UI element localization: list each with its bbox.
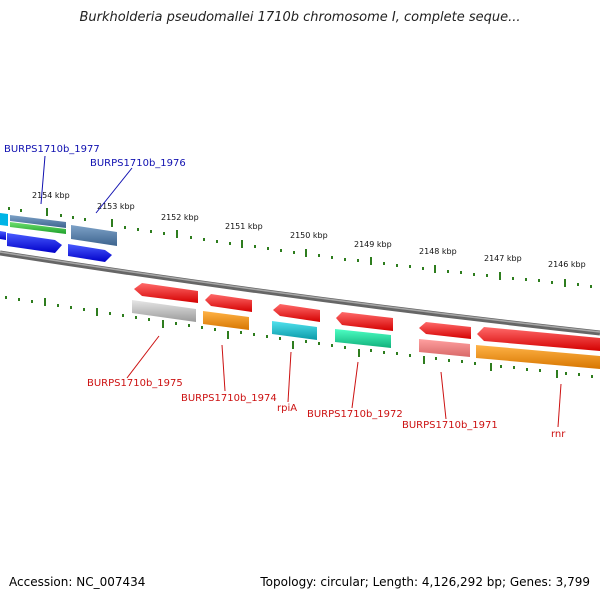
- gene-labels: BURPS1710b_1977 BURPS1710b_1976 BURPS171…: [4, 144, 566, 440]
- gene-feature[interactable]: [477, 327, 600, 351]
- leader-line: [287, 351, 292, 403]
- gene-feature[interactable]: [335, 329, 391, 348]
- gene-feature[interactable]: [68, 244, 112, 262]
- gene-label-top[interactable]: BURPS1710b_1976: [90, 158, 186, 169]
- leader-line: [221, 344, 226, 392]
- gene-label-bottom[interactable]: BURPS1710b_1972: [307, 409, 403, 420]
- map-title: Burkholderia pseudomallei 1710b chromoso…: [79, 10, 521, 25]
- gene-feature[interactable]: [71, 225, 117, 246]
- genome-backbone: [0, 250, 600, 336]
- gene-feature[interactable]: [476, 345, 600, 369]
- gene-feature[interactable]: [273, 304, 320, 322]
- leader-line: [126, 335, 160, 379]
- gene-feature[interactable]: [419, 339, 470, 357]
- gene-feature[interactable]: [336, 312, 393, 331]
- gene-feature[interactable]: [10, 215, 66, 228]
- gene-feature[interactable]: [0, 213, 8, 226]
- features-upper: [0, 213, 117, 262]
- genome-backbone-highlight: [0, 251, 600, 333]
- gene-label-bottom[interactable]: BURPS1710b_1975: [87, 378, 183, 389]
- tick-labels: 2154 kbp 2153 kbp 2152 kbp 2151 kbp 2150…: [32, 191, 586, 269]
- gene-feature[interactable]: [203, 311, 249, 330]
- leader-line: [95, 167, 133, 214]
- gene-label-bottom[interactable]: rnr: [551, 429, 566, 440]
- gene-label-bottom[interactable]: BURPS1710b_1971: [402, 420, 498, 431]
- accession-text: Accession: NC_007434: [9, 575, 146, 589]
- tick-track-lower: [5, 296, 593, 378]
- tick-label: 2153 kbp: [97, 202, 135, 211]
- tick-track-upper: [8, 207, 592, 288]
- genome-summary-text: Topology: circular; Length: 4,126,292 bp…: [260, 575, 590, 589]
- leader-line: [440, 371, 447, 420]
- tick-label: 2152 kbp: [161, 213, 199, 222]
- leader-lines: [40, 155, 562, 428]
- leader-line: [557, 383, 562, 428]
- gene-feature[interactable]: [0, 231, 6, 240]
- tick-label: 2146 kbp: [548, 260, 586, 269]
- tick-label: 2148 kbp: [419, 247, 457, 256]
- leader-line: [40, 155, 46, 205]
- gene-feature[interactable]: [419, 322, 471, 339]
- tick-label: 2151 kbp: [225, 222, 263, 231]
- tick-label: 2154 kbp: [32, 191, 70, 200]
- tick-label: 2147 kbp: [484, 254, 522, 263]
- features-lower: [132, 283, 600, 369]
- gene-feature[interactable]: [272, 321, 317, 340]
- gene-label-bottom[interactable]: BURPS1710b_1974: [181, 393, 277, 404]
- gene-feature[interactable]: [132, 300, 196, 322]
- gene-feature[interactable]: [10, 222, 66, 234]
- tick-label: 2150 kbp: [290, 231, 328, 240]
- gene-feature[interactable]: [7, 233, 62, 253]
- gene-feature[interactable]: [205, 294, 252, 312]
- leader-line: [351, 361, 359, 409]
- gene-label-bottom[interactable]: rpiA: [277, 403, 297, 414]
- gene-feature[interactable]: [134, 283, 198, 303]
- gene-label-top[interactable]: BURPS1710b_1977: [4, 144, 100, 155]
- tick-label: 2149 kbp: [354, 240, 392, 249]
